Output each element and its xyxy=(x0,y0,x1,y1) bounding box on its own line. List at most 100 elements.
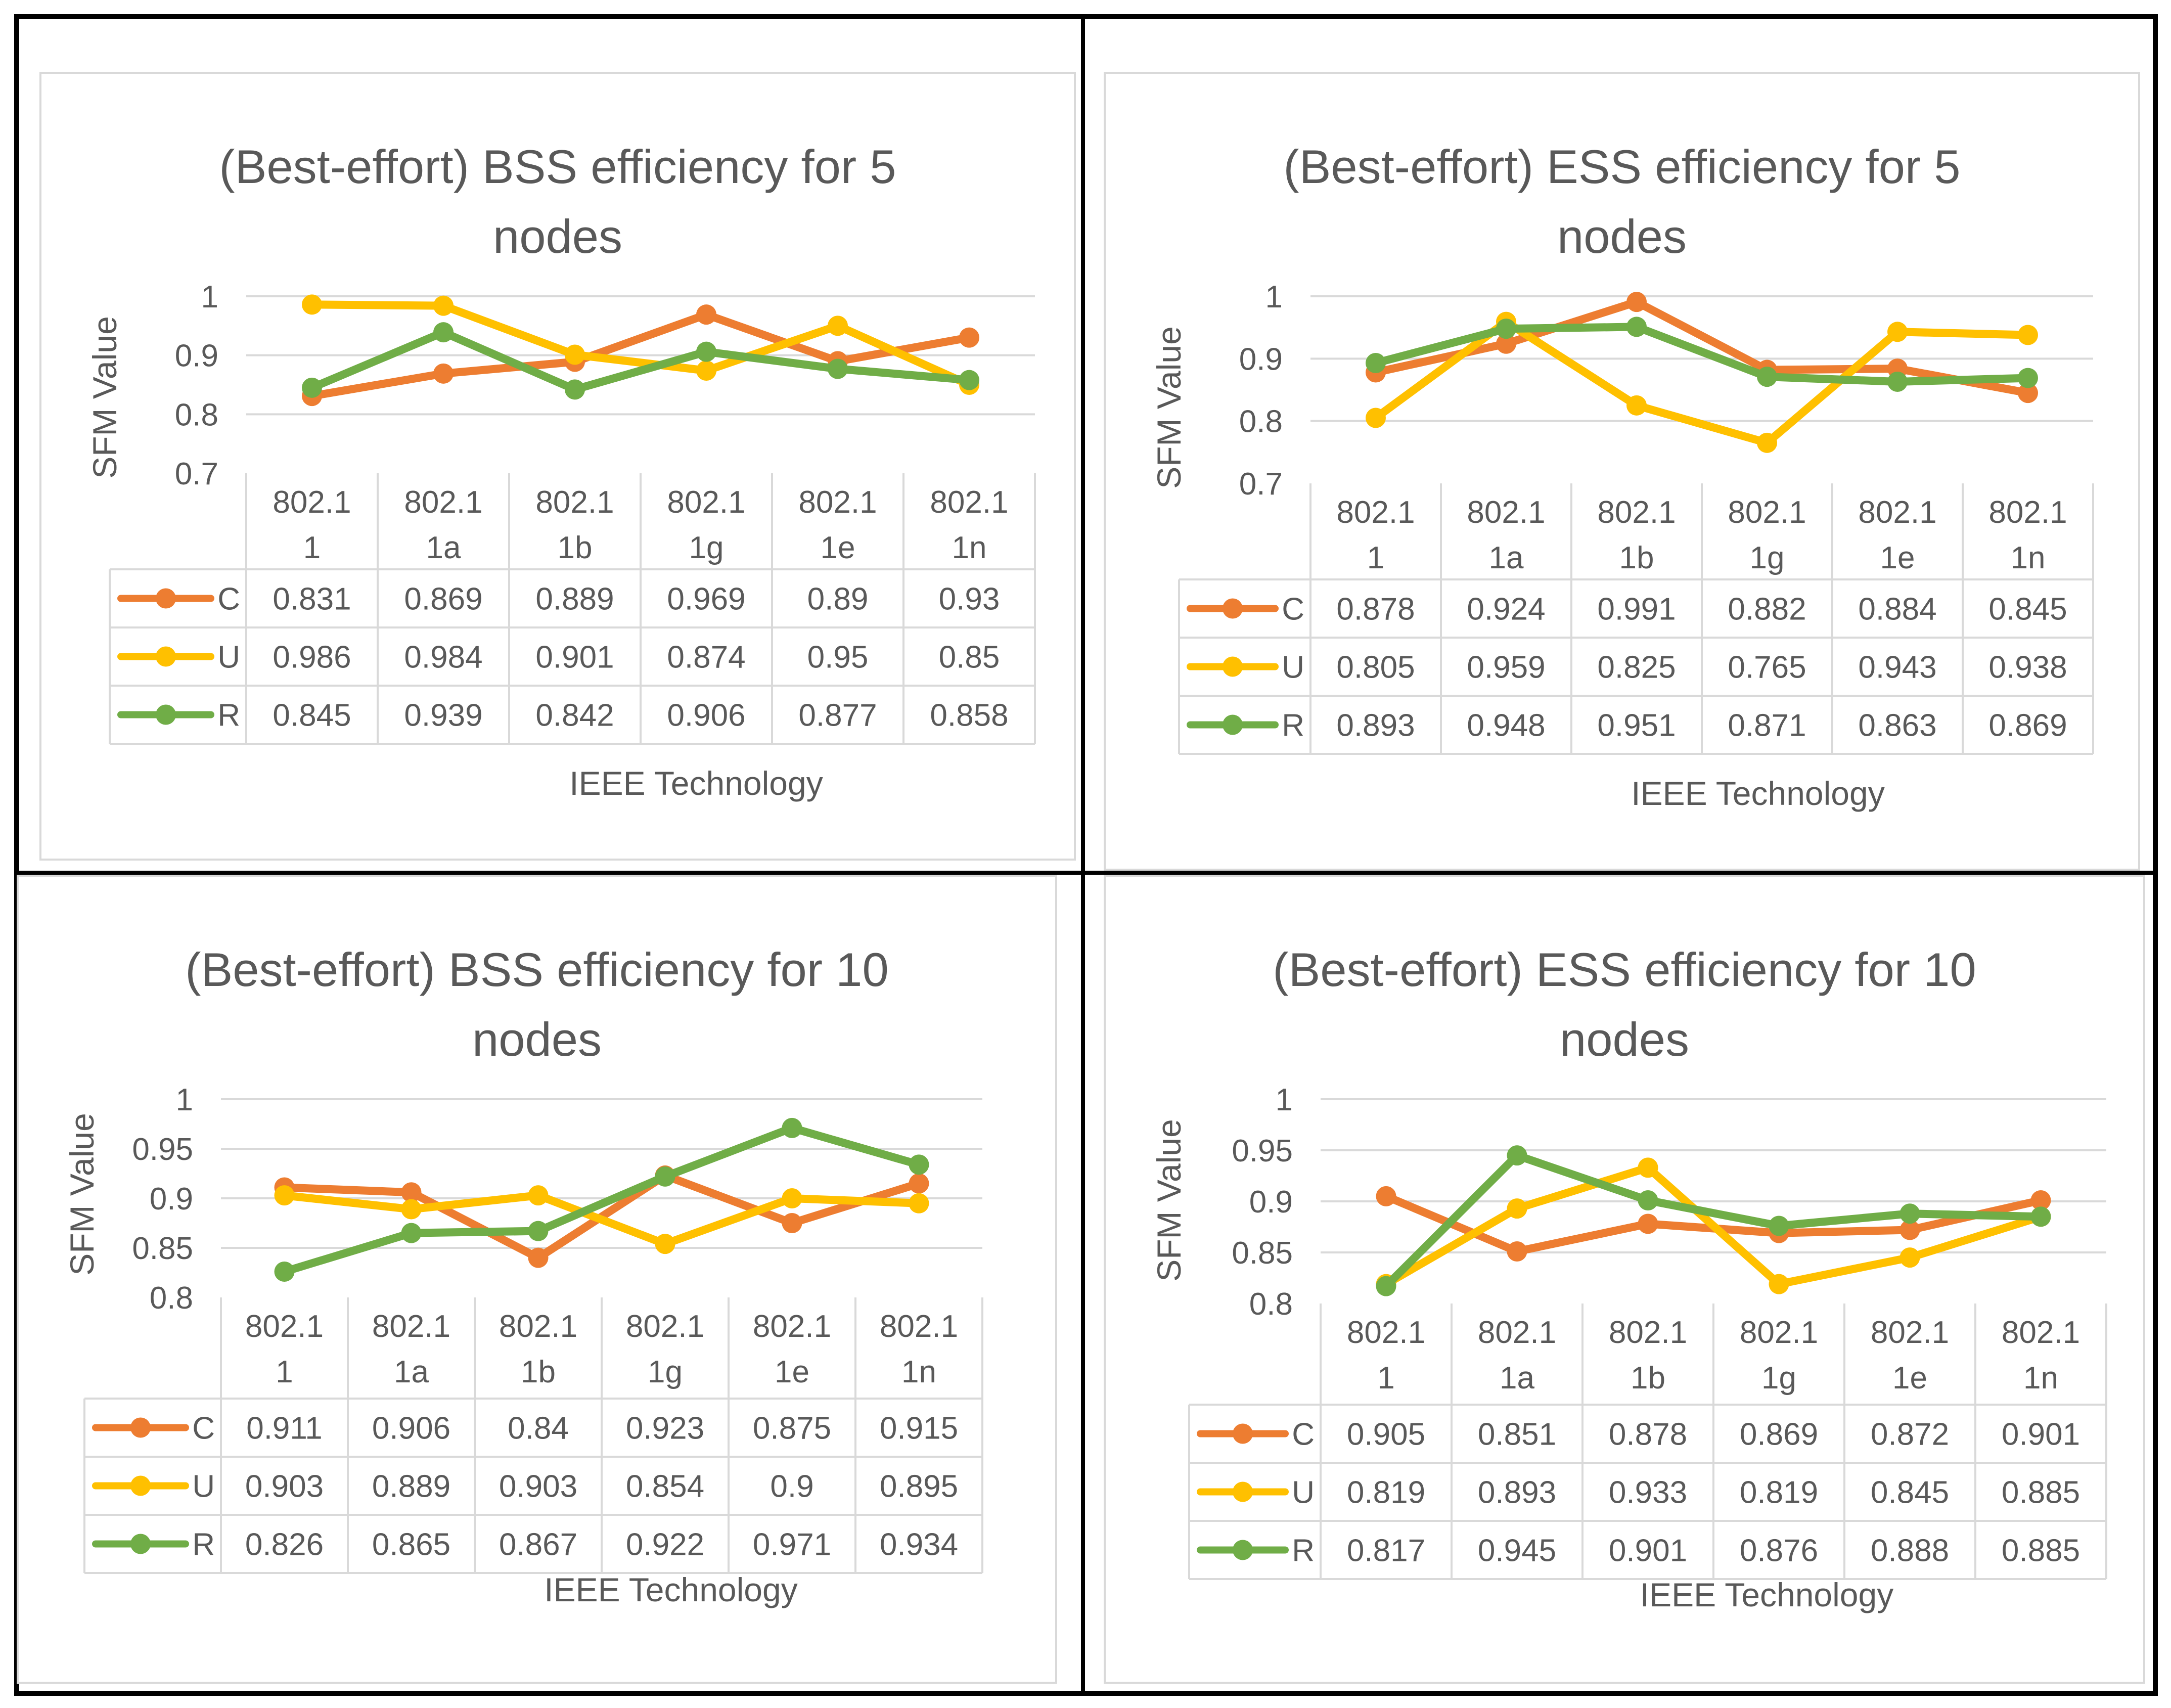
series-point-C xyxy=(1496,333,1516,354)
data-label: 0.869 xyxy=(1740,1417,1818,1452)
data-label: 0.89 xyxy=(807,582,869,617)
series-point-R xyxy=(696,341,716,362)
x-tick-label: 1g xyxy=(1761,1361,1796,1396)
series-point-U xyxy=(1638,1157,1658,1178)
x-axis-label: IEEE Technology xyxy=(1631,775,1885,812)
data-label: 0.893 xyxy=(1478,1475,1556,1510)
chart-title-line: (Best-effort) BSS efficiency for 10 xyxy=(185,943,889,996)
data-label: 0.874 xyxy=(667,640,745,675)
frame-divider-vertical xyxy=(1081,14,1085,1696)
legend-key-marker xyxy=(1233,1423,1253,1444)
legend-key-marker xyxy=(156,704,176,725)
series-point-C xyxy=(528,1247,549,1268)
x-tick-label: 1e xyxy=(775,1355,809,1389)
data-label: 0.984 xyxy=(404,640,482,675)
series-point-R xyxy=(401,1223,422,1243)
data-label: 0.85 xyxy=(939,640,1000,675)
series-point-R xyxy=(959,370,979,390)
series-line-R xyxy=(1382,1151,2045,1290)
data-label: 0.922 xyxy=(626,1527,704,1562)
y-tick-label: 0.95 xyxy=(1232,1134,1293,1168)
chart-title: (Best-effort) BSS efficiency for 10 node… xyxy=(19,935,1055,1074)
legend-key-marker xyxy=(1223,714,1243,735)
series-point-C xyxy=(1899,1220,1920,1240)
data-label: 0.831 xyxy=(273,582,351,617)
series-point-R xyxy=(1626,317,1647,337)
series-point-C xyxy=(2018,383,2038,403)
legend-key-marker xyxy=(130,1534,151,1554)
series-point-U xyxy=(401,1199,422,1220)
legend-label: U xyxy=(1292,1475,1315,1510)
x-tick-label: 1b xyxy=(521,1355,556,1389)
chart-title: (Best-effort) BSS efficiency for 5 nodes xyxy=(41,132,1074,272)
series-point-R xyxy=(1496,319,1516,339)
x-tick-label: 1b xyxy=(558,530,593,565)
legend-label: C xyxy=(1292,1417,1315,1452)
x-tick-label: 1n xyxy=(2023,1361,2058,1396)
data-label: 0.819 xyxy=(1347,1475,1425,1510)
x-tick-label: 802.1 xyxy=(1467,495,1545,530)
chart-title-line: nodes xyxy=(472,1013,602,1066)
series-point-C xyxy=(696,304,716,325)
x-tick-label: 802.1 xyxy=(930,485,1008,520)
x-tick-label: 1a xyxy=(1489,541,1524,575)
legend-key-marker xyxy=(1223,598,1243,619)
data-label: 0.933 xyxy=(1609,1475,1687,1510)
x-tick-label: 1b xyxy=(1619,541,1654,575)
series-point-R xyxy=(1638,1190,1658,1210)
series-line-C xyxy=(308,310,973,400)
y-tick-label: 0.9 xyxy=(150,1182,193,1217)
series-point-C xyxy=(401,1182,422,1203)
data-label: 0.969 xyxy=(667,582,745,617)
x-tick-label: 1e xyxy=(1880,541,1915,575)
data-label: 0.901 xyxy=(535,640,614,675)
y-tick-label: 1 xyxy=(176,1083,193,1117)
series-point-U xyxy=(1769,1274,1789,1294)
series-point-U xyxy=(433,295,454,316)
series-point-U xyxy=(1757,432,1777,453)
data-label: 0.906 xyxy=(372,1411,450,1446)
series-point-U xyxy=(528,1185,549,1206)
x-axis-label: IEEE Technology xyxy=(569,765,823,802)
data-label: 0.872 xyxy=(1871,1417,1949,1452)
data-label: 0.842 xyxy=(535,698,614,733)
data-label: 0.893 xyxy=(1336,708,1415,743)
x-tick-label: 1g xyxy=(1750,541,1785,575)
data-label: 0.819 xyxy=(1740,1475,1818,1510)
y-tick-label: 0.7 xyxy=(1239,467,1283,502)
data-label: 0.845 xyxy=(273,698,351,733)
chart-title-line: nodes xyxy=(492,210,623,263)
x-tick-label: 802.1 xyxy=(1597,495,1676,530)
x-tick-label: 802.1 xyxy=(1871,1315,1949,1350)
y-tick-label: 0.8 xyxy=(175,397,218,432)
y-tick-label: 0.9 xyxy=(1249,1185,1293,1220)
legend-label: R xyxy=(1282,708,1304,743)
chart-title-line: nodes xyxy=(1559,1013,1690,1066)
outer-frame xyxy=(14,14,2158,1696)
data-label: 0.878 xyxy=(1336,592,1415,627)
x-tick-label: 802.1 xyxy=(667,485,745,520)
data-label: 0.885 xyxy=(2002,1475,2080,1510)
data-label: 0.945 xyxy=(1478,1534,1556,1568)
data-label: 0.923 xyxy=(626,1411,704,1446)
chart-title-line: nodes xyxy=(1557,210,1687,263)
chart-panel: (Best-effort) BSS efficiency for 5 nodes… xyxy=(39,72,1076,861)
series-point-U xyxy=(1899,1247,1920,1268)
data-label: 0.951 xyxy=(1597,708,1676,743)
series-point-R xyxy=(528,1221,549,1241)
x-tick-label: 802.1 xyxy=(245,1309,324,1344)
y-tick-label: 0.85 xyxy=(132,1231,193,1266)
chart-title: (Best-effort) ESS efficiency for 10 node… xyxy=(1106,935,2143,1074)
series-point-C xyxy=(2030,1190,2051,1210)
x-tick-label: 802.1 xyxy=(404,485,482,520)
frame-divider-horizontal xyxy=(14,871,2158,875)
series-point-U xyxy=(1626,395,1647,416)
data-label: 0.765 xyxy=(1728,650,1806,685)
legend-key-marker xyxy=(1233,1481,1253,1502)
series-point-U xyxy=(565,344,585,365)
x-tick-label: 1n xyxy=(952,530,987,565)
chart-panel: (Best-effort) ESS efficiency for 5 nodes… xyxy=(1104,72,2140,871)
x-tick-label: 802.1 xyxy=(499,1309,577,1344)
data-label: 0.906 xyxy=(667,698,745,733)
data-label: 0.817 xyxy=(1347,1534,1425,1568)
